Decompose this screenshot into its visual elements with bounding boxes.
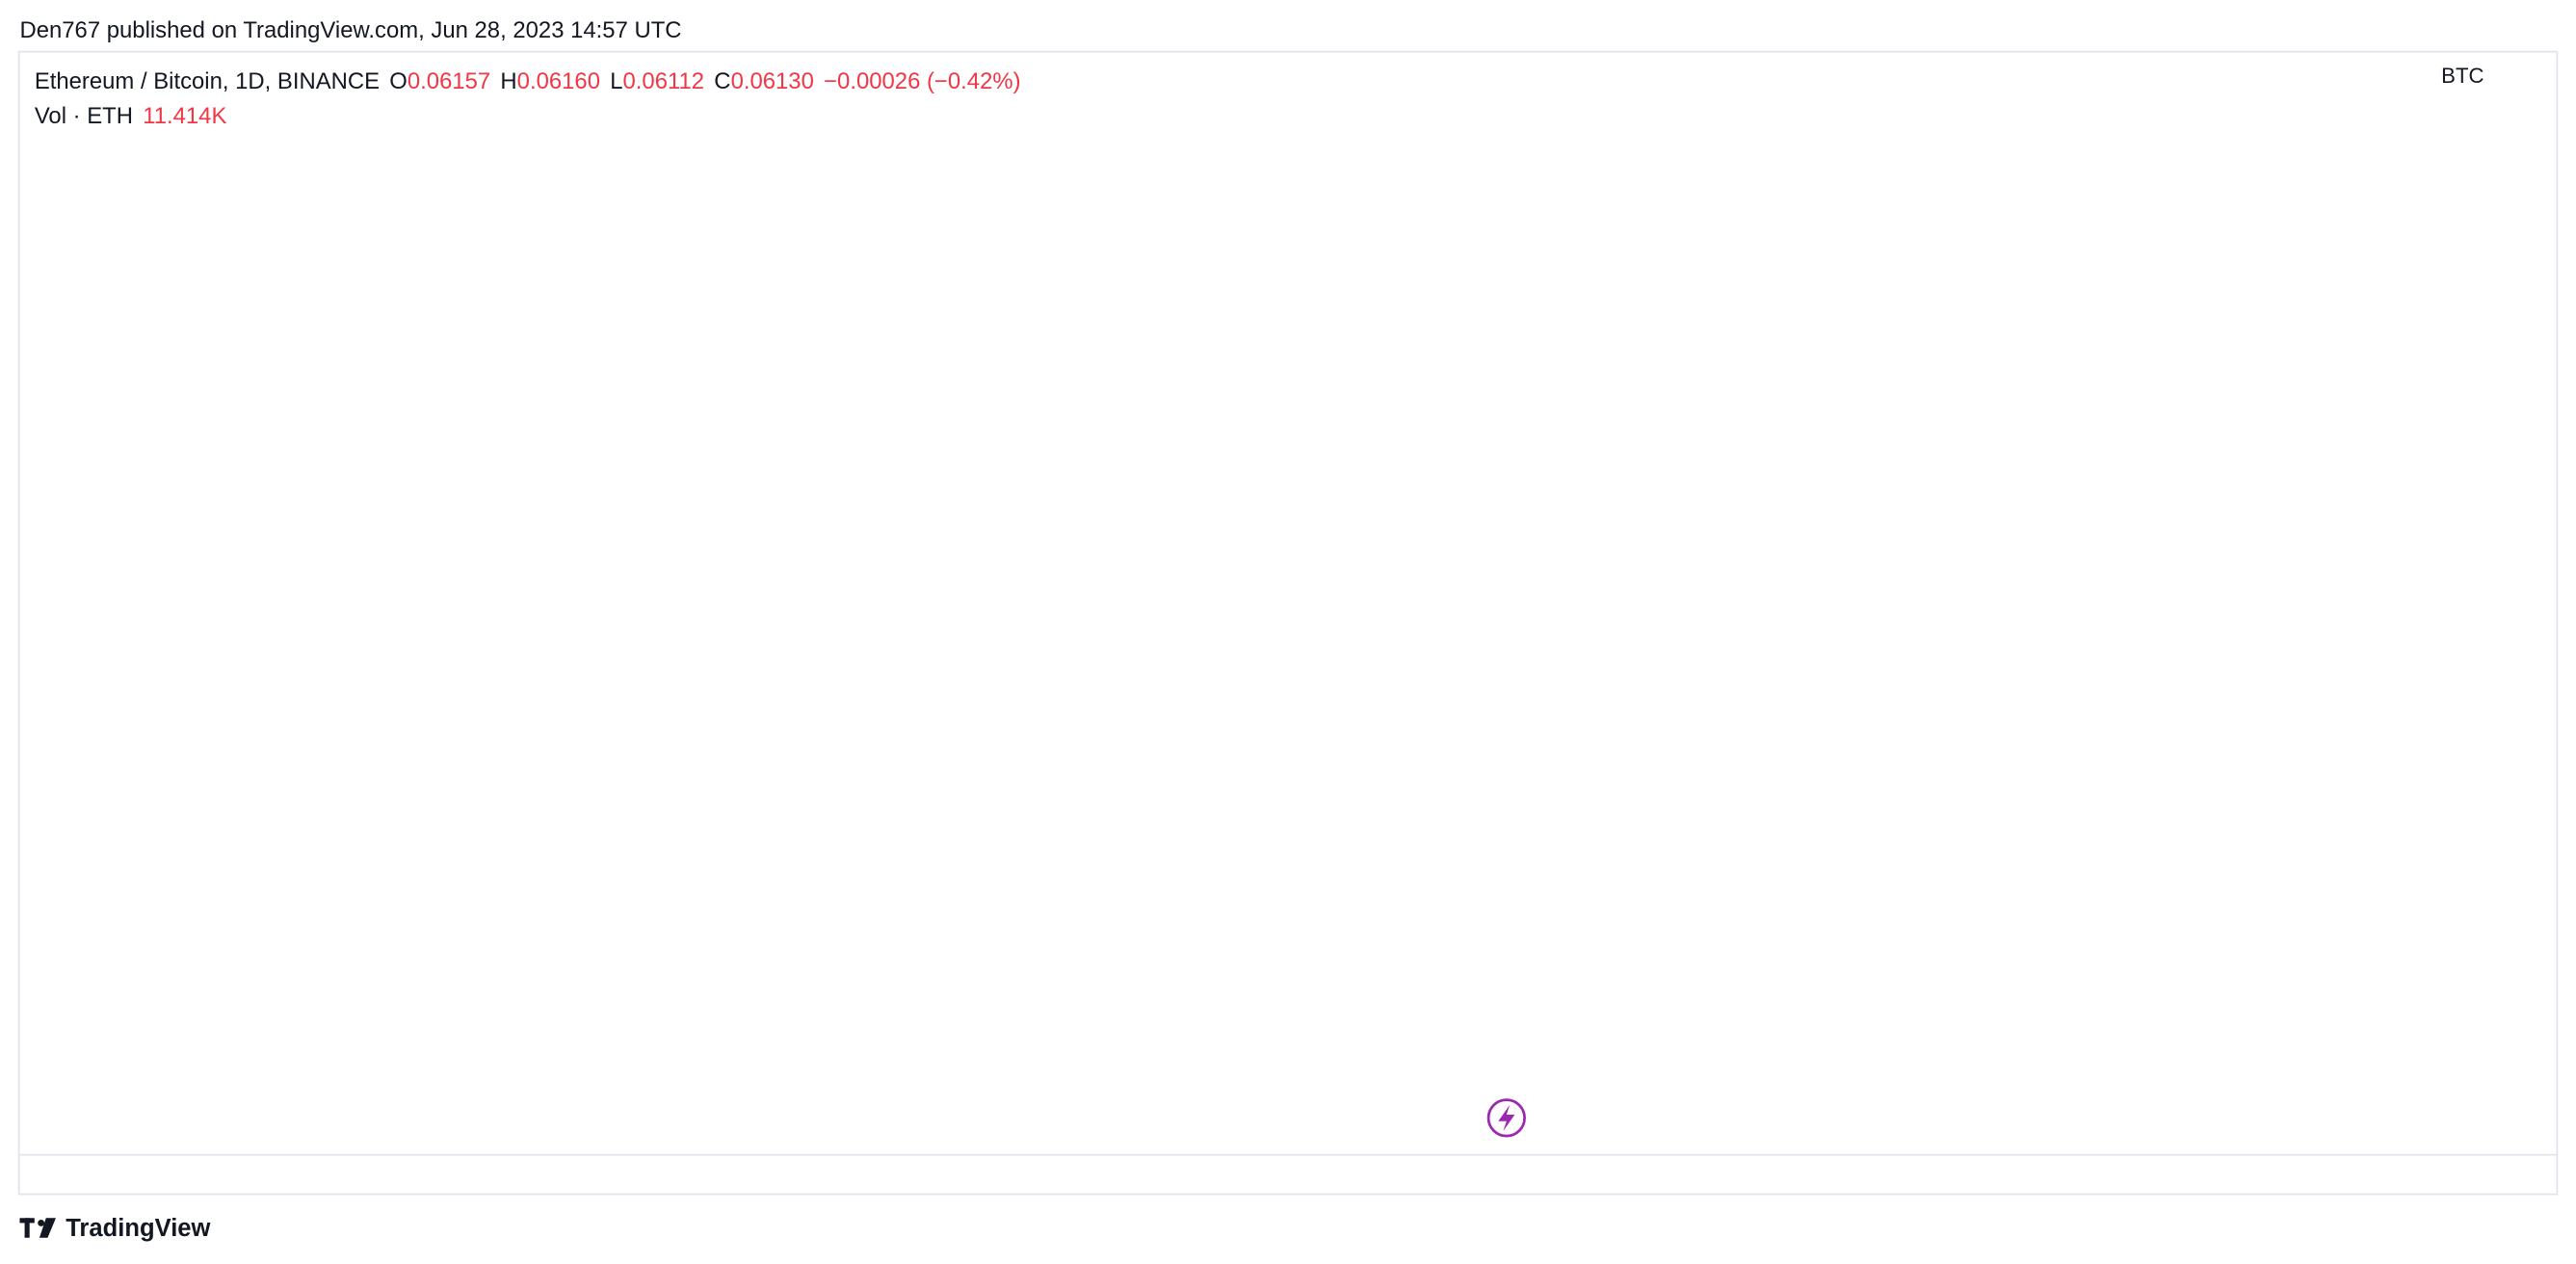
symbol-title: Ethereum / Bitcoin, 1D, BINANCE [34,66,381,94]
legend: Ethereum / Bitcoin, 1D, BINANCE O0.06157… [35,67,1021,93]
brand: TradingView [66,1214,211,1243]
legend-key: H [500,66,517,94]
legend-item: O0.06157 [389,67,490,93]
published-note: Den767 published on TradingView.com, Jun… [19,16,682,43]
lightning-icon [1486,1098,1526,1138]
legend-key: C [714,66,731,94]
legend-item: H0.06160 [500,67,600,93]
volume-legend: Vol · ETH 11.414K [35,102,227,128]
legend-change: −0.00026 (−0.42%) [824,66,1021,94]
volume-value: 11.414K [143,101,227,128]
legend-value: 0.06112 [622,66,705,94]
chart-frame [17,50,2559,1196]
legend-value: 0.06130 [730,66,814,94]
legend-item: C0.06130 [714,67,814,93]
legend-value: 0.06157 [407,66,491,94]
volume-title: Vol · ETH [34,101,133,128]
legend-value: 0.06160 [516,66,600,94]
legend-key: L [610,66,623,94]
legend-item: L0.06112 [610,67,704,93]
y-unit: BTC [2441,64,2484,88]
legend-key: O [389,66,407,94]
tradingview-logo [19,1218,56,1238]
